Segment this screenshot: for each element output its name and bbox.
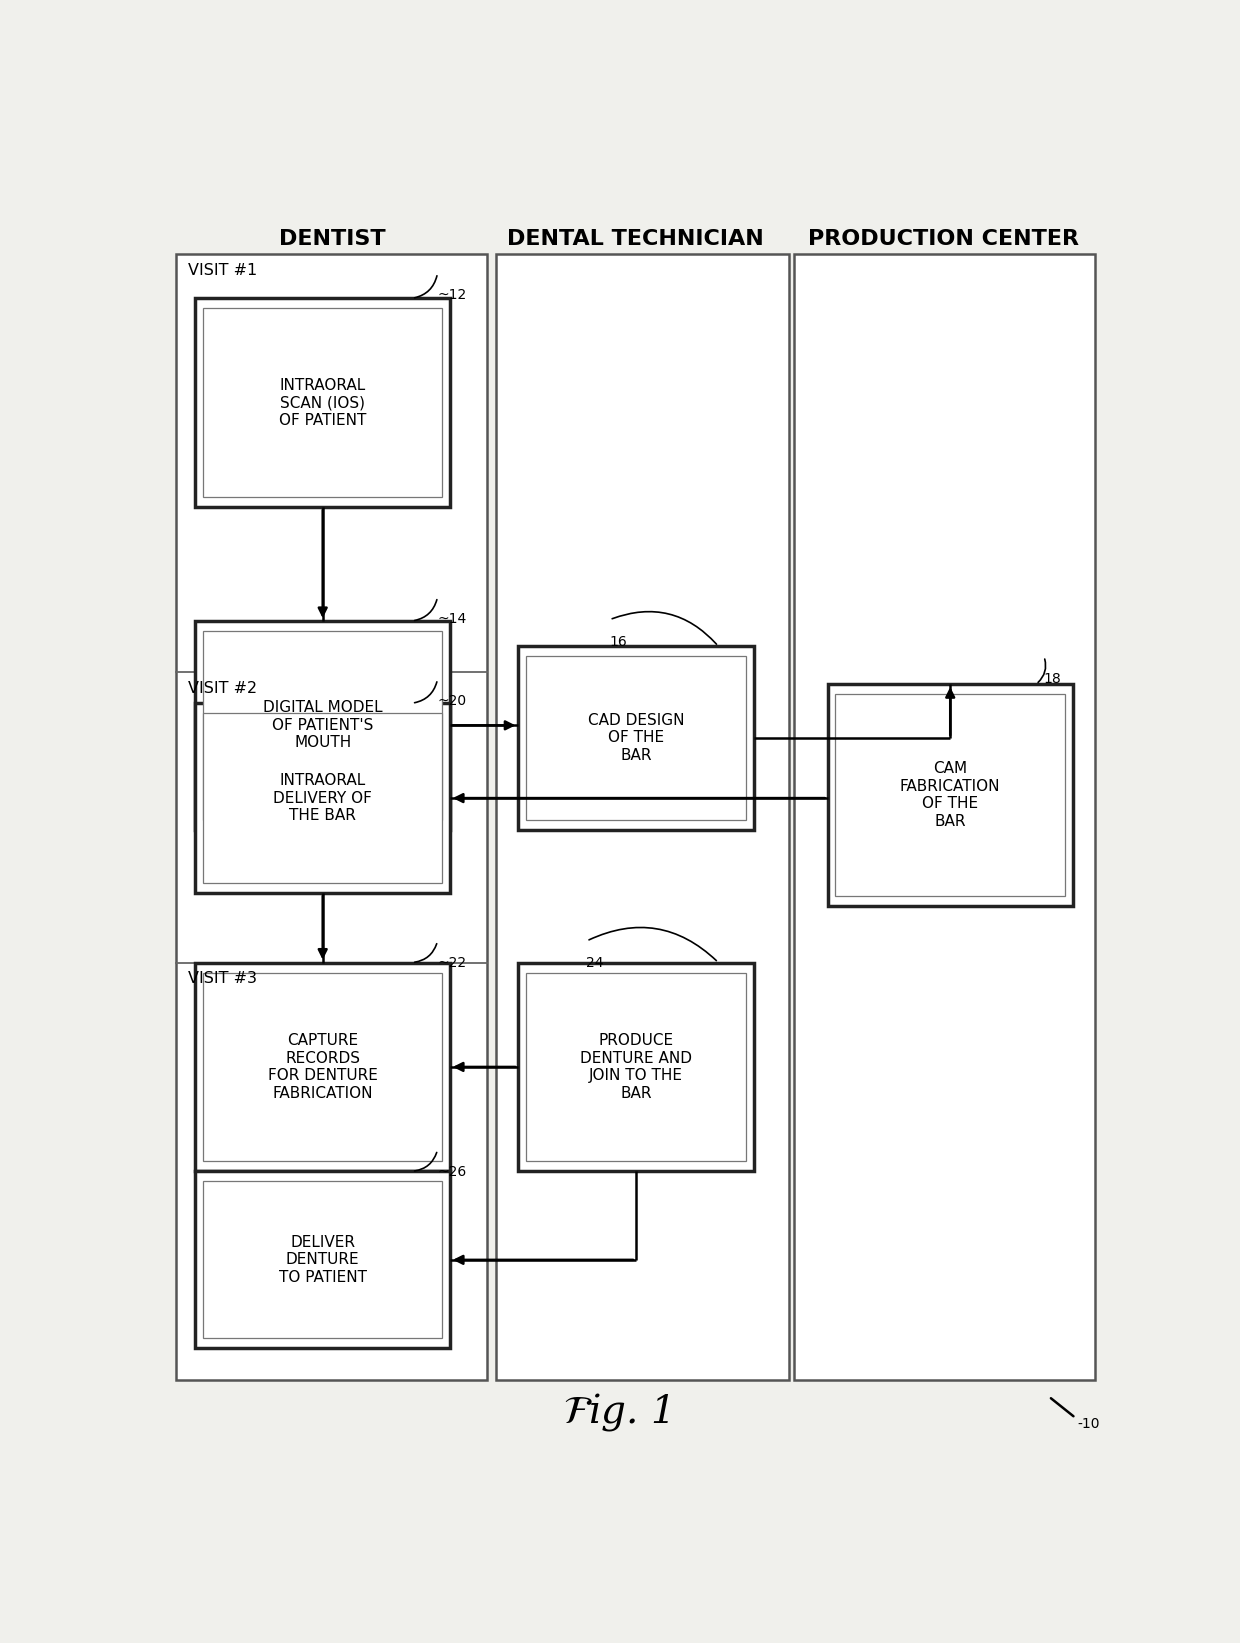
Text: CAPTURE
RECORDS
FOR DENTURE
FABRICATION: CAPTURE RECORDS FOR DENTURE FABRICATION [268,1033,378,1101]
Bar [836,695,1065,895]
Text: CAM
FABRICATION
OF THE
BAR: CAM FABRICATION OF THE BAR [900,761,1001,828]
Bar [518,646,754,830]
Text: VISIT #3: VISIT #3 [187,971,257,986]
Bar [526,657,746,820]
Bar [196,703,450,894]
Text: ~14: ~14 [438,613,466,626]
Bar [203,309,443,496]
Text: ~20: ~20 [438,695,466,708]
Text: PRODUCE
DENTURE AND
JOIN TO THE
BAR: PRODUCE DENTURE AND JOIN TO THE BAR [580,1033,692,1101]
Text: DENTIST: DENTIST [279,228,386,248]
Bar [794,255,1095,1380]
Bar [518,963,754,1171]
Text: -10: -10 [1078,1418,1100,1431]
Bar [176,255,486,1380]
Bar [203,973,443,1162]
Bar [203,631,443,820]
Bar [203,1181,443,1339]
Bar [828,683,1073,905]
Text: INTRAORAL
SCAN (IOS)
OF PATIENT: INTRAORAL SCAN (IOS) OF PATIENT [279,378,366,427]
Bar [196,1171,450,1349]
Text: INTRAORAL
DELIVERY OF
THE BAR: INTRAORAL DELIVERY OF THE BAR [273,774,372,823]
Text: 18: 18 [1044,672,1061,685]
Text: DELIVER
DENTURE
TO PATIENT: DELIVER DENTURE TO PATIENT [279,1236,367,1285]
Bar [196,299,450,508]
Text: ~12: ~12 [438,288,466,302]
Text: CAD DESIGN
OF THE
BAR: CAD DESIGN OF THE BAR [588,713,684,762]
Bar [526,973,746,1162]
Bar [203,713,443,882]
Text: VISIT #2: VISIT #2 [187,680,257,695]
Text: ~22: ~22 [438,956,466,971]
Text: ~26: ~26 [438,1165,466,1180]
Text: DENTAL TECHNICIAN: DENTAL TECHNICIAN [507,228,764,248]
Text: DIGITAL MODEL
OF PATIENT'S
MOUTH: DIGITAL MODEL OF PATIENT'S MOUTH [263,700,382,751]
Bar [496,255,789,1380]
Text: PRODUCTION CENTER: PRODUCTION CENTER [807,228,1079,248]
Text: VISIT #1: VISIT #1 [187,263,257,278]
Bar [196,963,450,1171]
Text: 24: 24 [587,956,604,971]
Bar [196,621,450,830]
Text: 16: 16 [610,634,627,649]
Text: $\mathcal{F}$ig. 1: $\mathcal{F}$ig. 1 [563,1390,670,1433]
